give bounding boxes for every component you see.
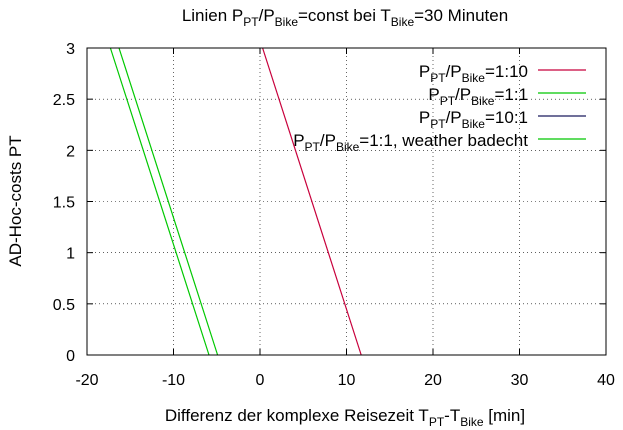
legend-entry: PPT/PBike=1:1 <box>428 85 586 108</box>
y-axis-label: AD-Hoc-costs PT <box>6 135 25 266</box>
x-axis-label: Differenz der komplexe Reisezeit TPT-TBi… <box>165 406 525 429</box>
grid <box>87 48 606 355</box>
x-tick-label: 40 <box>597 372 615 389</box>
y-tick-label: 2 <box>66 143 75 160</box>
x-tick-label: 0 <box>256 372 265 389</box>
legend-label: PPT/PBike=1:1, weather badecht <box>293 131 528 154</box>
plot-frame <box>86 47 607 356</box>
x-tick-label: 10 <box>338 372 356 389</box>
x-tick-label: -10 <box>162 372 185 389</box>
legend-label: PPT/PBike=10:1 <box>419 108 528 131</box>
legend-entry: PPT/PBike=10:1 <box>419 108 586 131</box>
legend-label: PPT/PBike=1:1 <box>428 85 528 108</box>
legend: PPT/PBike=1:10 PPT/PBike=1:1 PPT/PBike=1… <box>293 62 586 154</box>
series-lines <box>109 47 362 356</box>
series-line-2 <box>109 47 210 356</box>
series-line-1 <box>262 47 362 356</box>
series-line-4 <box>118 47 219 356</box>
legend-entry: PPT/PBike=1:1, weather badecht <box>293 131 586 154</box>
y-tick-label: 0.5 <box>53 297 75 314</box>
y-tick-label: 2.5 <box>53 92 75 109</box>
chart-title: Linien PPT/PBike=const bei TBike=30 Minu… <box>182 6 508 29</box>
y-tick-label: 1 <box>66 246 75 263</box>
y-tick-labels: 0 0.5 1 1.5 2 2.5 3 <box>53 41 75 365</box>
legend-entry: PPT/PBike=1:10 <box>419 62 586 85</box>
x-tick-label: 30 <box>511 372 529 389</box>
y-tick-label: 1.5 <box>53 195 75 212</box>
legend-label: PPT/PBike=1:10 <box>419 62 528 85</box>
x-tick-label: -20 <box>75 372 98 389</box>
x-tick-labels: -20 -10 0 10 20 30 40 <box>75 372 615 389</box>
x-tick-label: 20 <box>424 372 442 389</box>
y-tick-label: 0 <box>66 348 75 365</box>
y-tick-label: 3 <box>66 41 75 58</box>
